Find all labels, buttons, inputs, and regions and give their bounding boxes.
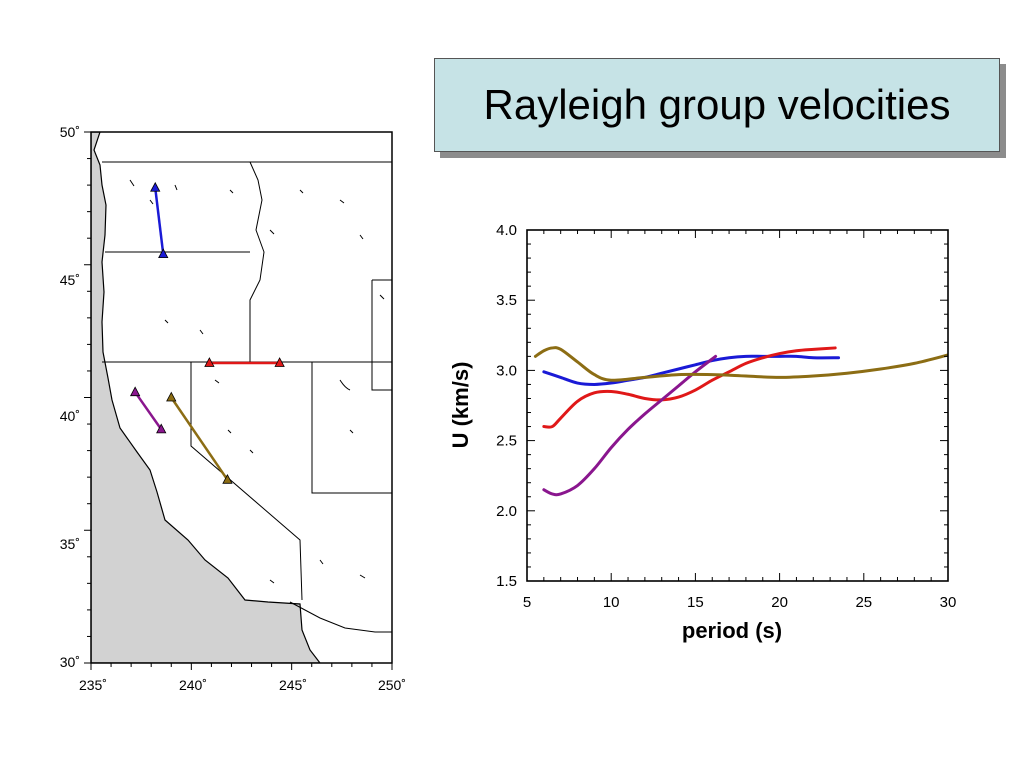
x-tick-label: 30 (940, 594, 957, 611)
series-layer (533, 346, 948, 497)
title-box: Rayleigh group velocities (434, 58, 1000, 152)
plot-area (527, 230, 948, 581)
station-marker (158, 248, 169, 259)
lon-label: 250˚ (378, 677, 406, 693)
lat-label: 35˚ (60, 536, 80, 552)
x-axis-label: period (s) (682, 618, 782, 643)
x-tick-label: 25 (855, 594, 872, 611)
station-marker (150, 181, 161, 192)
plot-frame (526, 229, 949, 582)
y-tick-label: 4.0 (496, 222, 517, 239)
lat-label: 45˚ (60, 272, 80, 288)
series-line-purple (542, 354, 718, 497)
y-tick-label: 3.5 (496, 292, 517, 309)
x-tick-label: 15 (687, 594, 704, 611)
lat-label: 50˚ (60, 124, 80, 140)
blue-path (153, 187, 165, 255)
slide-title: Rayleigh group velocities (483, 81, 951, 128)
map-lat-labels: 50˚ 45˚ 40˚ 35˚ 30˚ (60, 124, 80, 670)
station-marker (204, 357, 215, 367)
y-tick-label: 1.5 (496, 573, 517, 590)
ocean-area (91, 132, 321, 663)
chart-ticks: 5 10 15 20 25 30 1.5 2.0 2.5 3.0 3.5 4.0 (496, 222, 956, 611)
x-tick-label: 5 (523, 594, 531, 611)
station-marker (166, 391, 177, 402)
station-marker (274, 357, 285, 367)
map-area (91, 132, 392, 663)
x-tick-label: 10 (603, 594, 620, 611)
y-axis-label: U (km/s) (448, 362, 473, 449)
map-ticks (84, 131, 393, 670)
y-tick-label: 3.0 (496, 362, 517, 379)
series-line-olive (533, 346, 948, 382)
y-tick-label: 2.5 (496, 433, 517, 450)
station-marker (129, 386, 141, 397)
lat-label: 40˚ (60, 408, 80, 424)
lon-label: 240˚ (179, 677, 207, 693)
station-marker (156, 423, 167, 434)
lat-label: 30˚ (60, 654, 80, 670)
station-marker (222, 473, 233, 484)
station-paths (129, 181, 285, 484)
purple-path (134, 391, 163, 431)
olive-path (170, 396, 229, 481)
x-tick-label: 20 (771, 594, 788, 611)
y-tick-label: 2.0 (496, 503, 517, 520)
map-lakes (129, 179, 385, 584)
series-line-red (542, 346, 837, 429)
lon-label: 245˚ (279, 677, 307, 693)
lon-label: 235˚ (79, 677, 107, 693)
map-lon-labels: 235˚ 240˚ 245˚ 250˚ (79, 677, 406, 693)
series-line-blue (542, 354, 841, 386)
